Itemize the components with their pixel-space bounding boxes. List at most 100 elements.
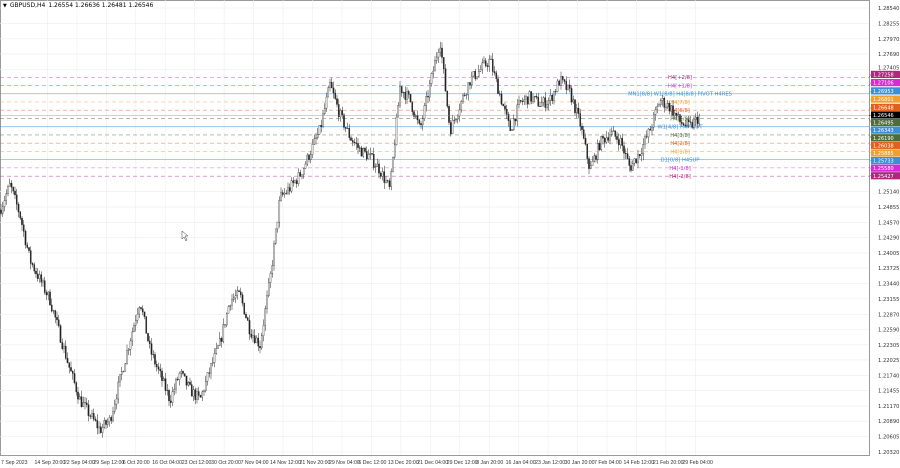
candle-body — [131, 331, 134, 342]
candle-body — [103, 420, 106, 428]
candle-body — [40, 274, 43, 283]
candle-body — [89, 415, 92, 417]
candle-body — [470, 75, 473, 86]
candle-body — [539, 106, 541, 107]
candle-body — [257, 337, 260, 347]
level-price-badge — [871, 156, 900, 165]
candle-body — [488, 58, 491, 67]
candle-body — [635, 158, 638, 163]
candle-body — [551, 95, 554, 101]
level-price-label: 1.26495 — [873, 121, 894, 127]
candle-body — [302, 168, 305, 175]
candle-body — [421, 118, 424, 126]
candle-body — [134, 319, 137, 326]
candle-body — [533, 95, 536, 98]
candle-body — [563, 79, 566, 82]
candle-body — [437, 52, 440, 58]
time-tick-label: 14 Nov 12:00 — [270, 460, 301, 466]
candle-body — [318, 125, 321, 135]
candle-body — [673, 112, 676, 116]
candle-body — [287, 187, 289, 194]
candle-body — [449, 122, 452, 135]
candle-body — [462, 94, 464, 102]
candle-body — [87, 404, 90, 416]
candle-body — [267, 282, 270, 296]
candle-body — [66, 358, 69, 363]
price-tick-label: 1.20320 — [878, 450, 899, 456]
candle-body — [92, 413, 95, 420]
candle-body — [677, 114, 680, 117]
candle-body — [383, 171, 386, 183]
candle-body — [498, 93, 501, 95]
candle-body — [204, 380, 207, 392]
collapse-triangle-icon[interactable]: ▼ — [3, 2, 7, 9]
candle-body — [535, 95, 538, 98]
level-text: H4[7/8] — [670, 100, 690, 106]
candle-body — [192, 389, 195, 397]
candle-body — [647, 128, 650, 138]
candle-body — [35, 270, 37, 275]
candle-body — [630, 165, 632, 171]
level-text: H4[+1/8] — [668, 83, 692, 89]
candle-body — [190, 384, 193, 397]
candle-body — [483, 60, 485, 63]
candle-body — [448, 106, 450, 123]
candle-body — [332, 87, 335, 94]
candle-body — [484, 60, 487, 66]
candle-body — [322, 113, 324, 127]
candle-body — [689, 121, 692, 123]
candle-body — [614, 130, 617, 137]
candle-body — [292, 180, 295, 183]
candle-body — [133, 324, 135, 333]
time-tick-label: 6 Dec 12:00 — [358, 460, 386, 466]
candle-body — [686, 119, 688, 126]
candle-body — [416, 115, 419, 121]
candle-body — [22, 224, 25, 232]
level-price-badge — [871, 149, 900, 157]
candle-body — [217, 345, 219, 349]
candle-body — [110, 417, 113, 421]
candle-body — [337, 104, 340, 118]
candle-body — [171, 391, 174, 403]
price-tick-label: 1.27970 — [878, 37, 899, 43]
candle-body — [570, 88, 573, 103]
level-price-label: 1.26038 — [873, 143, 894, 149]
candle-body — [407, 91, 410, 95]
candle-body — [96, 420, 99, 429]
time-tick-label: 29 Dec 12:00 — [447, 460, 478, 466]
candle-body — [428, 83, 431, 98]
candle-body — [665, 106, 667, 108]
candle-body — [180, 371, 183, 374]
candle-body — [626, 153, 629, 159]
candle-body — [309, 154, 312, 160]
candle-body — [1, 206, 4, 214]
level-text: H4[-2/8] — [669, 174, 690, 180]
candle-body — [203, 390, 205, 393]
time-tick-label: 21 Feb 20:00 — [653, 460, 684, 466]
candle-body — [301, 174, 303, 177]
level-price-connector — [868, 151, 872, 154]
price-tick-label: 1.24005 — [878, 251, 899, 257]
candle-body — [306, 154, 309, 165]
level-price-badge — [871, 118, 900, 127]
price-tick-label: 1.21170 — [878, 404, 899, 410]
candle-body — [285, 192, 288, 194]
current-price-label: 1.26546 — [873, 113, 894, 119]
candle-body — [358, 147, 361, 149]
candle-body — [537, 96, 540, 107]
candle-body — [168, 390, 170, 402]
candle-body — [85, 402, 88, 405]
candle-body — [140, 307, 142, 310]
candle-body — [423, 105, 426, 119]
candle-body — [420, 123, 422, 126]
candle-body — [243, 302, 246, 315]
candle-body — [505, 109, 508, 115]
candle-body — [458, 109, 461, 117]
candle-body — [225, 313, 228, 326]
candle-body — [75, 382, 78, 393]
level-price-connector — [868, 118, 872, 123]
price-tick-label: 1.20605 — [878, 435, 899, 441]
candle-body — [166, 390, 169, 391]
level-price-label: 1.27106 — [873, 81, 894, 87]
